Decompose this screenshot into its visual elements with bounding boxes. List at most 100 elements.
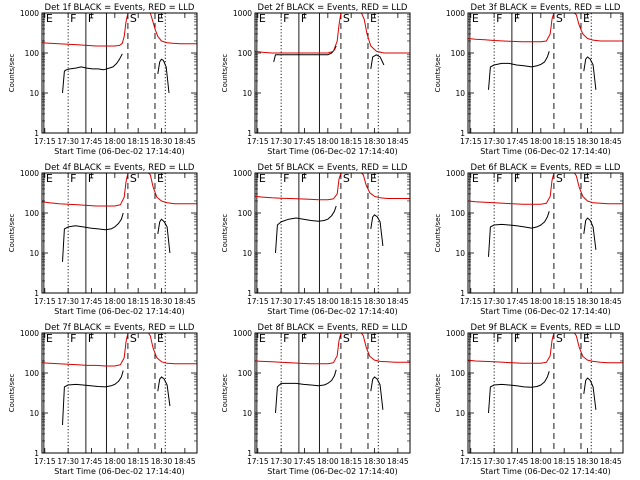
time-marker-label: F [70, 172, 76, 185]
lld-series-line [468, 173, 556, 205]
y-tick-label: 100 [25, 369, 40, 378]
x-tick-label: 17:30 [483, 137, 505, 146]
x-tick-label: 18:45 [387, 457, 409, 466]
y-axis-label: Counts/sec [221, 374, 229, 413]
time-marker-label: E [370, 172, 377, 185]
time-marker-label: E [259, 172, 266, 185]
x-axis-label: Start Time (06-Dec-02 17:14:40) [480, 467, 611, 476]
plot-frame [41, 172, 198, 294]
x-tick-label: 18:30 [577, 297, 599, 306]
y-tick-label: 10 [242, 409, 252, 418]
x-tick-label: 18:45 [387, 297, 409, 306]
y-tick-label: 10 [29, 409, 39, 418]
events-series-line [370, 54, 385, 69]
x-tick-label: 18:15 [127, 457, 149, 466]
chart-title: Det 7f BLACK = Events, RED = LLD [45, 323, 195, 333]
plot-frame [254, 172, 411, 294]
y-tick-label: 1000 [446, 9, 465, 18]
lld-series-line [147, 333, 197, 365]
events-series-line [370, 214, 384, 247]
x-tick-label: 18:45 [600, 457, 622, 466]
x-tick-label: 18:15 [127, 137, 149, 146]
x-axis-label: Start Time (06-Dec-02 17:14:40) [54, 467, 185, 476]
plot-frame [467, 172, 624, 294]
y-tick-label: 1000 [446, 329, 465, 338]
time-marker-label: F [70, 12, 76, 25]
time-marker-label: F [301, 172, 307, 185]
y-tick-label: 1000 [233, 329, 252, 338]
events-series-line [583, 56, 597, 90]
x-tick-label: 18:30 [364, 457, 386, 466]
x-axis-label: Start Time (06-Dec-02 17:14:40) [480, 307, 611, 316]
x-tick-label: 17:45 [507, 457, 529, 466]
y-tick-label: 1000 [233, 169, 252, 178]
lld-series-line [148, 13, 197, 45]
y-tick-label: 100 [451, 209, 466, 218]
y-tick-label: 10 [455, 89, 465, 98]
time-marker-label: E [472, 332, 479, 345]
x-tick-label: 18:00 [530, 297, 552, 306]
x-tick-label: 17:30 [57, 137, 79, 146]
time-marker-label: F [283, 172, 289, 185]
time-marker-label: F [283, 12, 289, 25]
x-tick-label: 17:30 [57, 297, 79, 306]
x-tick-label: 18:30 [151, 297, 173, 306]
y-tick-label: 100 [25, 49, 40, 58]
x-tick-label: 17:30 [483, 457, 505, 466]
lld-series-line [255, 173, 343, 201]
time-marker-label: F [514, 172, 520, 185]
y-tick-label: 1000 [446, 169, 465, 178]
time-marker-label: F [514, 332, 520, 345]
x-tick-label: 18:45 [600, 297, 622, 306]
time-marker-label: E [583, 172, 590, 185]
time-marker-label: E [472, 172, 479, 185]
y-tick-label: 10 [29, 89, 39, 98]
x-axis-label: Start Time (06-Dec-02 17:14:40) [267, 307, 398, 316]
time-marker-label: F [88, 172, 94, 185]
x-tick-label: 18:15 [553, 457, 575, 466]
y-tick-label: 1 [34, 129, 39, 138]
x-tick-label: 18:15 [553, 297, 575, 306]
events-series-line [370, 376, 384, 410]
x-tick-label: 17:15 [247, 137, 269, 146]
lld-series-line [574, 13, 623, 42]
lld-series-line [468, 333, 556, 364]
time-marker-label: E [370, 332, 377, 345]
x-tick-label: 18:45 [387, 137, 409, 146]
x-tick-label: 18:30 [577, 457, 599, 466]
chart-title: Det 1f BLACK = Events, RED = LLD [45, 3, 195, 13]
events-series-line [62, 212, 124, 262]
x-tick-label: 17:15 [34, 137, 56, 146]
y-tick-label: 100 [25, 209, 40, 218]
lld-series-line [255, 333, 343, 365]
y-tick-label: 1000 [20, 9, 39, 18]
lld-series-line [361, 173, 410, 199]
events-series-line [62, 370, 124, 426]
lld-series-line [42, 173, 130, 207]
x-tick-label: 18:30 [577, 137, 599, 146]
time-marker-label: S [130, 172, 137, 185]
time-marker-label: F [70, 332, 76, 345]
y-axis-label: Counts/sec [221, 54, 229, 93]
x-tick-label: 17:15 [247, 457, 269, 466]
x-axis-label: Start Time (06-Dec-02 17:14:40) [267, 147, 398, 156]
time-marker-label: S [343, 172, 350, 185]
x-tick-label: 17:30 [270, 297, 292, 306]
x-tick-label: 17:15 [247, 297, 269, 306]
x-tick-label: 18:45 [600, 137, 622, 146]
events-series-line [488, 51, 550, 90]
events-series-line [275, 205, 337, 254]
x-tick-label: 17:45 [507, 297, 529, 306]
x-tick-label: 18:00 [104, 457, 126, 466]
lld-series-line [148, 173, 197, 205]
x-axis-label: Start Time (06-Dec-02 17:14:40) [54, 307, 185, 316]
time-marker-label: F [496, 332, 502, 345]
y-axis-label: Counts/sec [8, 214, 16, 253]
chart-panel-8: Det 8f BLACK = Events, RED = LLD Start Ti… [221, 323, 411, 476]
y-tick-label: 1 [247, 449, 252, 458]
lld-series-line [42, 13, 130, 47]
events-series-line [488, 371, 550, 414]
time-marker-label: E [46, 172, 53, 185]
y-tick-label: 10 [455, 249, 465, 258]
